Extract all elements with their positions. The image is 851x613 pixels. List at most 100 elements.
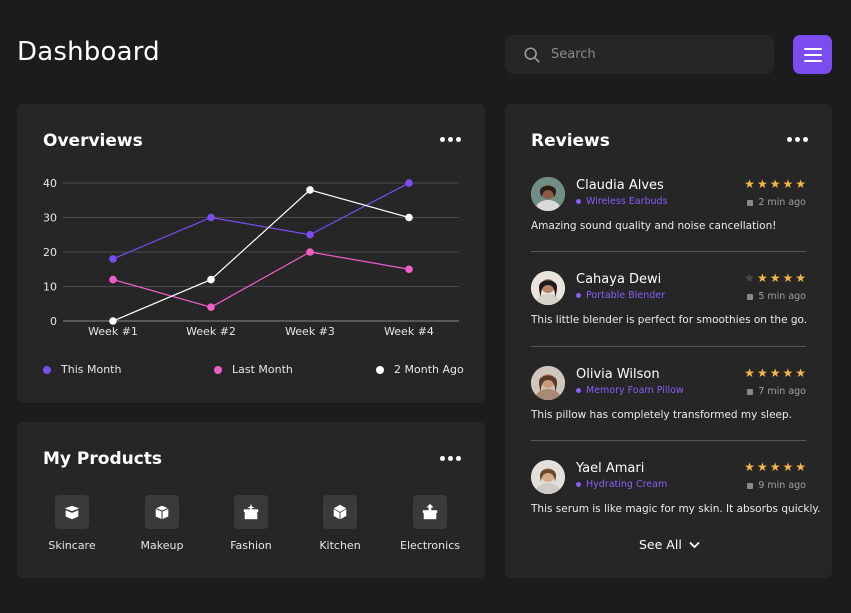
legend-label: This Month (61, 363, 122, 376)
data-point (306, 186, 314, 194)
star-rating: ★ ★ ★ ★ ★ (744, 272, 806, 284)
star-icon: ★ (769, 460, 781, 474)
reviewer-name: Yael Amari (576, 461, 645, 476)
product-label: Kitchen (319, 539, 361, 552)
star-icon: ★ (782, 366, 794, 380)
star-rating: ★ ★ ★ ★ ★ (744, 461, 806, 473)
review-text: This pillow has completely transformed m… (531, 409, 792, 421)
review-product[interactable]: Memory Foam Pillow (576, 385, 684, 396)
review-time: 5 min ago (747, 291, 806, 302)
clock-icon (747, 199, 754, 206)
box-open-icon (64, 505, 80, 520)
y-tick-label: 10 (43, 281, 57, 294)
product-label: Makeup (140, 539, 184, 552)
star-icon: ★ (795, 460, 806, 474)
products-more-icon[interactable] (440, 456, 461, 461)
product-electronics[interactable]: Electronics (395, 495, 465, 552)
avatar (531, 271, 565, 305)
star-icon: ★ (756, 271, 768, 285)
star-icon: ★ (744, 460, 755, 474)
cube-icon (333, 504, 347, 520)
star-icon: ★ (756, 460, 768, 474)
review-product[interactable]: Wireless Earbuds (576, 196, 668, 207)
reviewer-name: Olivia Wilson (576, 367, 660, 382)
x-tick-label: Week #1 (88, 325, 138, 338)
data-point (109, 255, 117, 263)
product-label: Fashion (230, 539, 272, 552)
review-time: 9 min ago (747, 480, 806, 491)
data-point (207, 275, 215, 284)
reviewer-name: Claudia Alves (576, 178, 664, 193)
data-point (405, 265, 413, 274)
reviewer-name: Cahaya Dewi (576, 272, 662, 287)
reviews-title: Reviews (531, 131, 610, 151)
legend-label: Last Month (232, 363, 293, 376)
data-point (405, 213, 413, 222)
avatar (531, 177, 565, 211)
series-line (112, 182, 410, 260)
box-sparkle-icon (243, 503, 259, 520)
x-tick-label: Week #2 (186, 325, 236, 338)
star-icon: ★ (769, 271, 781, 285)
y-tick-label: 40 (43, 177, 57, 190)
legend-swatch (376, 365, 384, 374)
data-point (109, 317, 117, 325)
reviews-more-icon[interactable] (787, 137, 808, 142)
review-time: 7 min ago (747, 386, 806, 397)
y-tick-label: 20 (43, 246, 57, 259)
legend-item-last-month: Last Month (214, 363, 293, 376)
star-rating: ★ ★ ★ ★ ★ (744, 367, 806, 379)
clock-icon (747, 482, 754, 489)
overviews-more-icon[interactable] (440, 137, 461, 142)
legend-item-2-month-ago: 2 Month Ago (376, 363, 464, 376)
search-icon (524, 46, 540, 63)
data-point (207, 303, 215, 311)
legend-swatch (43, 365, 51, 374)
legend-item-this-month: This Month (43, 363, 121, 376)
clock-icon (747, 293, 754, 300)
product-skincare[interactable]: Skincare (37, 495, 107, 552)
star-icon: ★ (756, 177, 768, 191)
data-point (207, 213, 215, 222)
review-product[interactable]: Portable Blender (576, 290, 665, 301)
my-products-card: My Products Skincare Makeup Fashion Kitc… (17, 422, 485, 578)
legend-label: 2 Month Ago (394, 363, 464, 376)
series-line (112, 189, 410, 322)
see-all-label: See All (639, 537, 682, 552)
legend-swatch (214, 365, 222, 374)
avatar (531, 366, 565, 400)
star-icon: ★ (782, 460, 794, 474)
product-kitchen[interactable]: Kitchen (305, 495, 375, 552)
review-text: Amazing sound quality and noise cancella… (531, 220, 777, 232)
divider (531, 346, 806, 347)
review-product[interactable]: Hydrating Cream (576, 479, 667, 490)
search-bar[interactable] (505, 35, 774, 74)
product-label: Skincare (48, 539, 96, 552)
page-title: Dashboard (17, 37, 160, 67)
reviews-card: Reviews Claudia Alves Wireless Earbuds ★… (505, 104, 832, 578)
chevron-down-icon (689, 541, 700, 548)
star-icon: ★ (744, 177, 755, 191)
avatar (531, 460, 565, 494)
product-makeup[interactable]: Makeup (127, 495, 197, 552)
data-point (306, 230, 314, 239)
my-products-title: My Products (43, 449, 163, 469)
search-input[interactable] (551, 47, 751, 62)
data-point (405, 179, 413, 187)
box-icon (155, 505, 169, 520)
see-all-button[interactable]: See All (639, 537, 700, 552)
star-icon: ★ (744, 271, 755, 285)
star-icon: ★ (769, 366, 781, 380)
overviews-title: Overviews (43, 131, 143, 151)
review-text: This little blender is perfect for smoot… (531, 314, 808, 326)
product-label: Electronics (400, 539, 460, 552)
x-tick-label: Week #3 (285, 325, 335, 338)
star-icon: ★ (744, 366, 755, 380)
hamburger-menu-icon (803, 47, 822, 50)
series-line (112, 251, 410, 308)
star-rating: ★ ★ ★ ★ ★ (744, 178, 806, 190)
product-fashion[interactable]: Fashion (216, 495, 286, 552)
hamburger-menu-button[interactable] (793, 35, 832, 74)
star-icon: ★ (782, 177, 794, 191)
divider (531, 440, 806, 441)
